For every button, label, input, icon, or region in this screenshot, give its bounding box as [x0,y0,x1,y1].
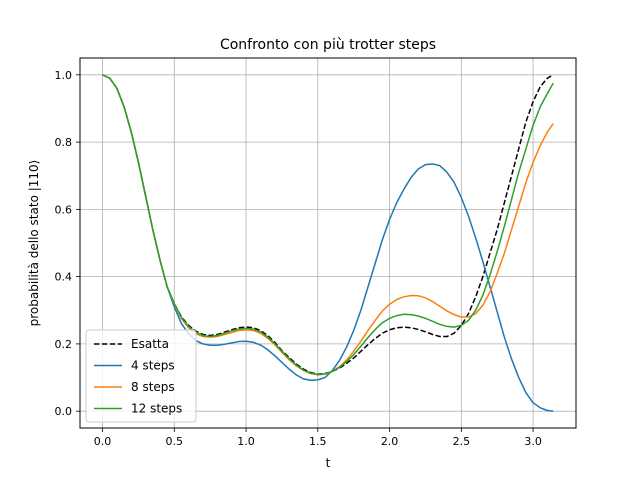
series-line-3 [102,74,554,376]
legend: Esatta 4 steps 8 steps 12 steps [85,329,197,423]
plot-frame [79,57,577,429]
y-tick-label: 0.0 [55,405,73,418]
x-tick-label: 1.0 [237,435,255,448]
y-tick-label: 0.6 [55,203,73,216]
legend-label: Esatta [131,337,169,351]
series-line-1 [102,74,554,412]
y-tick-label: 1.0 [55,69,73,82]
x-tick-label: 2.0 [381,435,399,448]
y-tick-label: 0.4 [55,271,73,284]
x-axis: 0.0 0.5 1.0 1.5 2.0 2.5 3.0 [94,428,542,448]
y-tick-label: 0.2 [55,338,73,351]
x-tick-label: 3.0 [524,435,542,448]
x-axis-label: t [326,456,331,470]
legend-label: 8 steps [131,380,175,394]
x-tick-label: 1.5 [309,435,327,448]
legend-label: 4 steps [131,359,175,373]
y-axis-label: probabilità dello stato |110⟩ [27,160,41,327]
chart-title: Confronto con più trotter steps [220,37,436,53]
x-tick-label: 2.5 [453,435,471,448]
x-tick-label: 0.5 [166,435,184,448]
legend-box [85,329,197,423]
y-axis: 0.0 0.2 0.4 0.6 0.8 1.0 [55,69,80,418]
legend-label: 12 steps [131,402,182,416]
y-tick-label: 0.8 [55,136,73,149]
x-tick-label: 0.0 [94,435,112,448]
series-layer [102,74,554,412]
